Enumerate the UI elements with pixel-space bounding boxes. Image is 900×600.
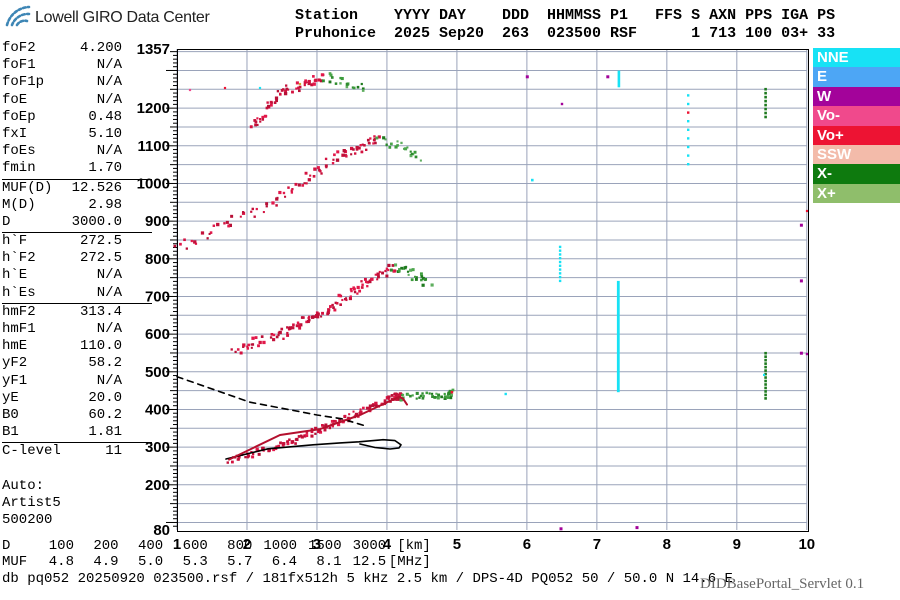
svg-text:400: 400: [145, 401, 170, 418]
svg-text:9: 9: [733, 536, 741, 553]
svg-text:800: 800: [145, 251, 170, 268]
svg-text:80: 80: [153, 522, 170, 539]
svg-text:200: 200: [145, 477, 170, 494]
svg-text:1000: 1000: [137, 175, 170, 192]
svg-text:300: 300: [145, 439, 170, 456]
svg-text:600: 600: [145, 326, 170, 343]
svg-text:10: 10: [798, 536, 815, 553]
svg-text:6: 6: [523, 536, 531, 553]
svg-text:1357: 1357: [137, 41, 170, 58]
svg-text:1200: 1200: [137, 100, 170, 117]
svg-text:8: 8: [663, 536, 671, 553]
svg-text:1100: 1100: [137, 138, 170, 155]
svg-text:700: 700: [145, 288, 170, 305]
svg-text:900: 900: [145, 213, 170, 230]
svg-text:5: 5: [453, 536, 461, 553]
svg-text:7: 7: [593, 536, 601, 553]
svg-text:500: 500: [145, 364, 170, 381]
